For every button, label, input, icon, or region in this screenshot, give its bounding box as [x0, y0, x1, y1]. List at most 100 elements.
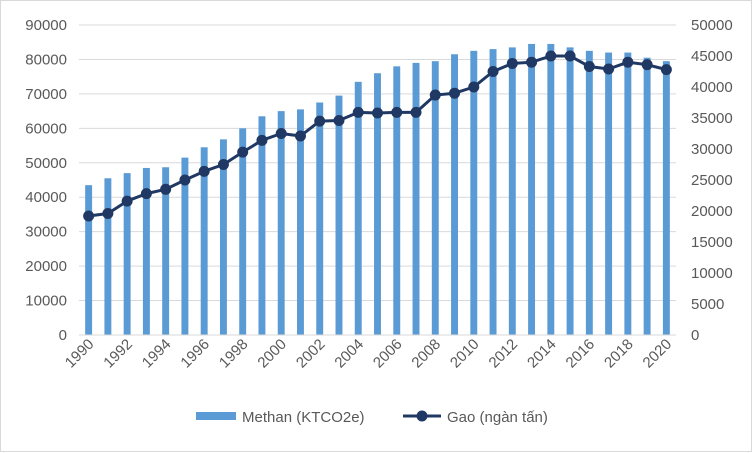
- methan-bar: [200, 147, 208, 335]
- right-tick-label: 0: [691, 327, 699, 344]
- left-tick-label: 40000: [25, 189, 67, 206]
- x-tick-label: 2004: [331, 336, 367, 372]
- methan-bar: [85, 185, 93, 335]
- right-tick-label: 50000: [691, 17, 733, 34]
- right-tick-label: 10000: [691, 265, 733, 282]
- methan-bar: [489, 49, 497, 335]
- methan-bar: [354, 81, 362, 335]
- gao-point: [545, 50, 557, 62]
- legend-label-gao: Gao (ngàn tấn): [447, 409, 548, 426]
- gao-point: [237, 146, 249, 158]
- methan-bar: [412, 62, 420, 336]
- x-tick-label: 1994: [139, 336, 175, 372]
- legend: Methan (KTCO2e) Gao (ngàn tấn): [196, 409, 548, 426]
- left-tick-label: 0: [59, 327, 67, 344]
- x-tick-label: 1998: [216, 336, 252, 372]
- x-tick-label: 1992: [100, 336, 136, 372]
- right-tick-label: 30000: [691, 141, 733, 158]
- gao-point: [294, 130, 306, 142]
- gao-point: [217, 159, 229, 170]
- gao-point: [564, 50, 576, 62]
- methan-bar: [431, 61, 439, 336]
- x-tick-label: 2020: [640, 336, 676, 372]
- gao-point: [506, 57, 518, 69]
- gao-point: [583, 61, 595, 73]
- methan-bar: [643, 57, 651, 335]
- methan-bar: [123, 173, 131, 335]
- legend-swatch-gao-marker: [416, 410, 428, 422]
- gao-point: [256, 134, 268, 146]
- methan-bar: [662, 61, 670, 336]
- right-tick-label: 40000: [691, 79, 733, 96]
- gao-point: [468, 81, 480, 93]
- gao-point: [660, 64, 672, 76]
- gao-point: [391, 106, 403, 118]
- x-tick-label: 2012: [486, 336, 522, 372]
- methan-bar: [566, 47, 574, 336]
- right-tick-label: 35000: [691, 110, 733, 127]
- x-tick-label: 2018: [601, 336, 637, 372]
- legend-swatch-methan: [196, 412, 236, 420]
- methan-bar: [142, 167, 150, 335]
- gao-point: [121, 195, 133, 207]
- x-tick-label: 2016: [563, 336, 599, 372]
- gao-point: [641, 59, 653, 71]
- methan-bar: [470, 50, 478, 335]
- methan-bar: [104, 178, 112, 335]
- gao-point: [352, 106, 364, 118]
- right-tick-label: 20000: [691, 203, 733, 220]
- methan-bar: [258, 116, 266, 336]
- methan-bar: [335, 95, 343, 335]
- x-tick-label: 2008: [408, 336, 444, 372]
- methan-bar: [585, 50, 593, 335]
- methan-bar: [451, 54, 458, 336]
- gao-point: [603, 63, 615, 75]
- x-axis: 1990 1992 1994 1996 1998 2000 2002 2004 2006 2008…: [62, 334, 676, 372]
- methan-bars: [85, 43, 670, 336]
- right-tick-label: 5000: [691, 296, 724, 313]
- gao-point: [102, 207, 114, 219]
- left-y-axis: 0 10000 20000 30000 40000 50000 60000 70000 8000…: [25, 17, 67, 344]
- left-tick-label: 60000: [25, 120, 67, 137]
- left-tick-label: 10000: [25, 293, 67, 310]
- gao-point: [333, 114, 345, 126]
- gao-point: [622, 56, 634, 68]
- left-tick-label: 90000: [25, 17, 67, 34]
- gao-point: [372, 107, 383, 119]
- x-tick-label: 2002: [293, 336, 329, 372]
- methan-bar: [547, 43, 555, 335]
- methan-bar: [624, 52, 632, 336]
- gao-point: [526, 56, 538, 68]
- methan-bar: [162, 167, 170, 335]
- methan-bar: [393, 66, 401, 335]
- left-tick-label: 20000: [25, 258, 67, 275]
- x-tick-label: 1996: [177, 336, 213, 372]
- gao-point: [429, 89, 441, 101]
- gao-point: [160, 183, 172, 195]
- methan-bar: [277, 111, 285, 335]
- methan-bar: [374, 73, 381, 335]
- methan-bar: [316, 102, 324, 335]
- methan-bar: [181, 157, 189, 335]
- gao-point: [449, 87, 461, 99]
- gao-point: [179, 174, 191, 186]
- methan-bar: [528, 43, 536, 335]
- methan-bar: [219, 139, 227, 335]
- gao-point: [487, 66, 499, 77]
- legend-label-methan: Methan (KTCO2e): [242, 409, 365, 426]
- x-tick-label: 2000: [254, 336, 290, 372]
- left-tick-label: 70000: [25, 86, 67, 103]
- methan-bar: [605, 52, 613, 336]
- methan-bar: [508, 47, 516, 336]
- gao-point: [83, 210, 95, 222]
- gao-point: [314, 115, 326, 127]
- x-tick-label: 2010: [447, 336, 483, 372]
- x-tick-label: 2006: [370, 336, 406, 372]
- gao-line: [83, 50, 672, 222]
- left-tick-label: 80000: [25, 51, 67, 68]
- methan-bar: [297, 109, 304, 335]
- gao-point: [275, 128, 287, 139]
- right-tick-label: 25000: [691, 172, 733, 189]
